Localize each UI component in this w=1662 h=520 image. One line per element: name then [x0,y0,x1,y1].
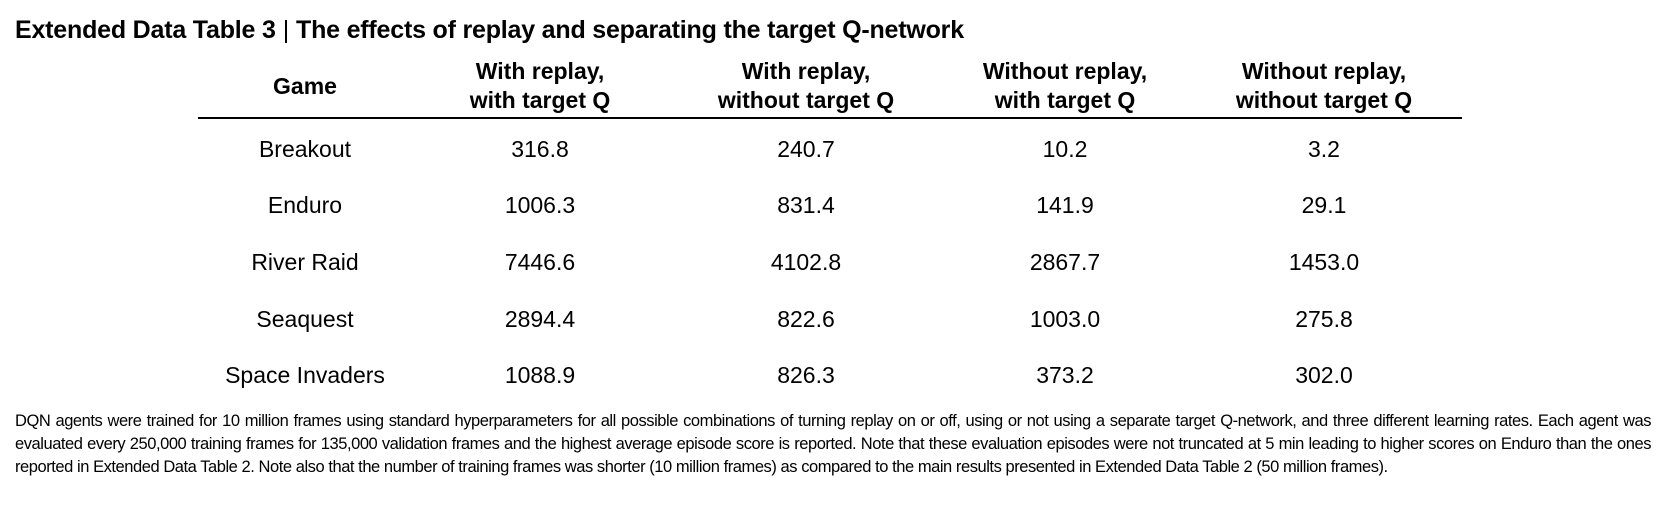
table-cell: 831.4 [777,192,835,219]
column-header-line: without target Q [1235,87,1413,113]
column-header-line: with target Q [469,87,611,113]
column-header-without-replay-with-target: Without replay, with target Q [944,56,1186,119]
table-cell: 275.8 [1295,305,1353,332]
table-cell: 826.3 [777,362,835,389]
table-cell: 1003.0 [1029,305,1101,332]
table-row: Enduro 1006.3 831.4 141.9 29.1 [198,178,1462,235]
table-cell: 7446.6 [504,248,576,275]
column-header-game: Game [198,56,412,119]
table-cell-game: Breakout [258,135,352,162]
column-header-without-replay-without-target: Without replay, without target Q [1186,56,1462,119]
table-title-label: Extended Data Table 3 [15,16,276,44]
table-cell-game: River Raid [251,248,359,275]
column-header-line: With replay, [741,58,871,84]
column-header-with-replay-without-target: With replay, without target Q [668,56,944,119]
table-cell: 240.7 [777,135,835,162]
table-cell: 3.2 [1308,135,1340,162]
column-header-line: With replay, [475,58,605,84]
table-title-text: The effects of replay and separating the… [296,16,964,44]
table-cell: 316.8 [511,135,569,162]
table-cell: 1006.3 [504,192,576,219]
table-cell: 2867.7 [1029,248,1101,275]
table-cell: 373.2 [1036,362,1094,389]
table-row: River Raid 7446.6 4102.8 2867.7 1453.0 [198,234,1462,291]
table-title: Extended Data Table 3 | The effects of rep… [15,16,964,45]
column-header-line: without target Q [717,87,895,113]
column-header-with-replay-with-target: With replay, with target Q [412,56,668,119]
table-cell: 1088.9 [504,362,576,389]
table-row: Seaquest 2894.4 822.6 1003.0 275.8 [198,291,1462,348]
table-row: Space Invaders 1088.9 826.3 373.2 302.0 [198,347,1462,404]
table-cell-game: Seaquest [256,305,354,332]
table-cell-game: Enduro [267,192,343,219]
column-header-line: with target Q [994,87,1136,113]
table-cell: 141.9 [1036,192,1094,219]
column-header-line: Without replay, [982,58,1148,84]
table-cell: 2894.4 [504,305,576,332]
table-cell-game: Space Invaders [225,362,385,389]
table-caption: DQN agents were trained for 10 million f… [15,412,1651,476]
table-title-separator: | [282,16,290,44]
table-header-row: Game With replay, with target Q With rep… [198,56,1462,119]
table-cell: 10.2 [1042,135,1088,162]
table-cell: 302.0 [1295,362,1353,389]
table-cell: 4102.8 [770,248,842,275]
table-cell: 29.1 [1301,192,1347,219]
column-header-line: Without replay, [1241,58,1407,84]
results-table: Game With replay, with target Q With rep… [198,56,1462,404]
column-header-line: Game [273,72,337,99]
table-row: Breakout 316.8 240.7 10.2 3.2 [198,118,1462,178]
table-cell: 1453.0 [1288,248,1360,275]
table-cell: 822.6 [777,305,835,332]
